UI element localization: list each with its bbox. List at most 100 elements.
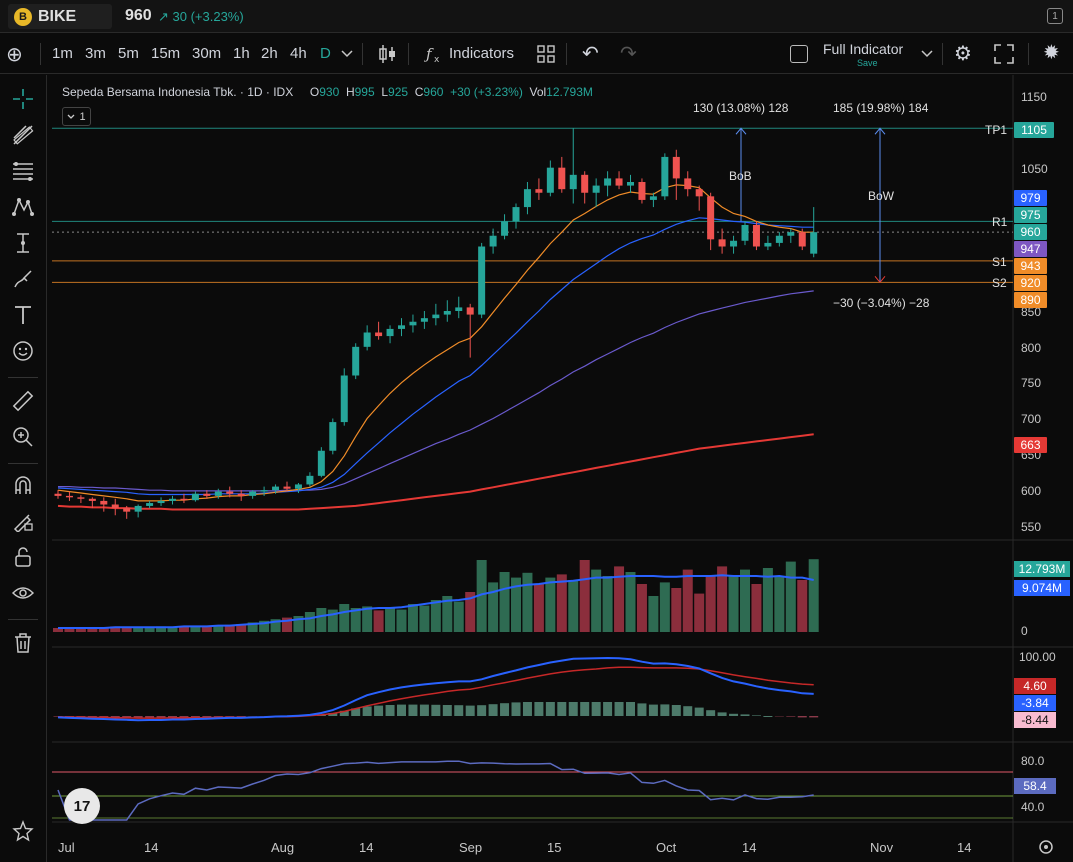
candle-body [157, 500, 165, 504]
date-tick: 15 [547, 840, 562, 855]
date-tick: Oct [656, 840, 677, 855]
interval-d[interactable]: D [320, 45, 331, 62]
save-label[interactable]: Save [857, 58, 878, 68]
fib-retracement-icon[interactable] [11, 159, 35, 183]
volume-bar [797, 580, 808, 632]
interval-4h[interactable]: 4h [290, 45, 307, 62]
macd-histogram-bar [419, 704, 429, 716]
layout-name[interactable]: Full Indicator [823, 41, 904, 57]
down-range-label: −30 (−3.04%) −28 [833, 296, 930, 310]
candlestick-type-icon[interactable] [377, 43, 397, 65]
level-s1-label: S1 [992, 255, 1007, 269]
volume-bar [385, 608, 396, 632]
interval-3m[interactable]: 3m [85, 45, 106, 62]
volume-bar [625, 572, 636, 632]
chart-settings-gear-icon[interactable] [1037, 838, 1055, 856]
price-tick: 800 [1021, 341, 1042, 355]
indicators-button[interactable]: Indicators [449, 45, 515, 62]
tradingview-logo: 17 [64, 788, 100, 824]
macd-histogram-bar [442, 705, 452, 716]
undo-icon[interactable]: ↶ [582, 43, 599, 65]
add-symbol-icon[interactable]: ⊕ [6, 44, 23, 66]
layout-chevron-down-icon[interactable] [921, 50, 933, 58]
macd-histogram-bar [500, 703, 510, 716]
theme-sun-icon[interactable]: ✹ [1043, 42, 1060, 64]
last-price-tag: 960 [1014, 224, 1047, 240]
toolbar-divider [408, 43, 409, 65]
zoom-in-icon[interactable] [11, 425, 35, 449]
volume-bar [476, 560, 487, 632]
interval-15m[interactable]: 15m [151, 45, 181, 62]
magnet-icon[interactable] [11, 473, 35, 497]
candle-body [787, 232, 795, 236]
volume-bar [717, 566, 728, 632]
candle-body [581, 174, 589, 193]
trend-line-icon[interactable] [11, 123, 35, 147]
interval-5m[interactable]: 5m [118, 45, 139, 62]
volume-bar [511, 577, 521, 632]
interval-2h[interactable]: 2h [261, 45, 278, 62]
macd-histogram-bar [328, 713, 338, 716]
last-price: 960 [125, 7, 152, 24]
volume-bar [762, 568, 773, 632]
candle-body [649, 196, 657, 200]
price-tick: 1150 [1021, 90, 1047, 104]
crosshair-icon[interactable] [11, 87, 35, 111]
volume-bar [110, 626, 121, 632]
volume-ma-line [58, 574, 814, 629]
macd-histogram-bar [145, 716, 155, 718]
candle-body [775, 235, 783, 243]
settings-gear-icon[interactable]: ⚙ [954, 43, 972, 65]
panel-count-badge[interactable]: 1 [1047, 8, 1063, 24]
interval-1h[interactable]: 1h [233, 45, 250, 62]
symbol-selector[interactable]: B BIKE [8, 4, 112, 29]
macd-signal-line [57, 666, 814, 719]
favorites-star-icon[interactable] [11, 819, 35, 843]
level-tp1-label: TP1 [985, 123, 1008, 137]
rsi-tick: 40.0 [1021, 800, 1045, 814]
macd-histogram-bar [740, 714, 750, 716]
candle-body [489, 235, 497, 247]
macd-histogram-bar [362, 706, 372, 716]
brush-icon[interactable] [11, 267, 35, 291]
ema-mid-price-tag: 947 [1014, 241, 1047, 257]
candle-body [501, 221, 509, 236]
layout-checkbox[interactable] [790, 45, 808, 63]
macd-histogram-bar [694, 707, 704, 716]
trash-icon[interactable] [11, 631, 35, 655]
visibility-eye-icon[interactable] [11, 581, 35, 605]
volume-bar [808, 559, 819, 632]
templates-grid-icon[interactable] [537, 45, 555, 63]
close-label: C [414, 85, 424, 99]
ruler-icon[interactable] [11, 389, 35, 413]
macd-line-tag: -3.84 [1014, 695, 1056, 711]
candle-body [569, 174, 577, 190]
volume-bar [247, 622, 258, 632]
lock-drawings-icon[interactable] [11, 509, 35, 533]
interval-chevron-down-icon[interactable] [341, 50, 353, 58]
pattern-icon[interactable] [11, 195, 35, 219]
forecast-tool-icon[interactable] [11, 231, 35, 255]
macd-histogram-bar [763, 716, 773, 717]
legend-collapse-button[interactable]: 1 [62, 107, 91, 126]
candle-body [752, 225, 760, 247]
emoji-icon[interactable] [11, 339, 35, 363]
candle-body [260, 490, 268, 492]
interval-1m[interactable]: 1m [52, 45, 73, 62]
text-tool-icon[interactable] [11, 303, 35, 327]
interval-30m[interactable]: 30m [192, 45, 222, 62]
candle-body [88, 498, 96, 501]
volume-bar [682, 569, 693, 632]
redo-icon[interactable]: ↷ [620, 43, 637, 65]
volume-ma-tag: 9.074M [1014, 580, 1070, 596]
macd-histogram-bar [660, 704, 670, 716]
bow-range-label: 185 (19.98%) 184 [833, 101, 929, 115]
macd-histogram-bar [683, 706, 693, 716]
volume-label: Vol [529, 85, 547, 99]
fullscreen-icon[interactable] [994, 44, 1014, 64]
unlock-icon[interactable] [11, 545, 35, 569]
candle-body [111, 504, 119, 509]
